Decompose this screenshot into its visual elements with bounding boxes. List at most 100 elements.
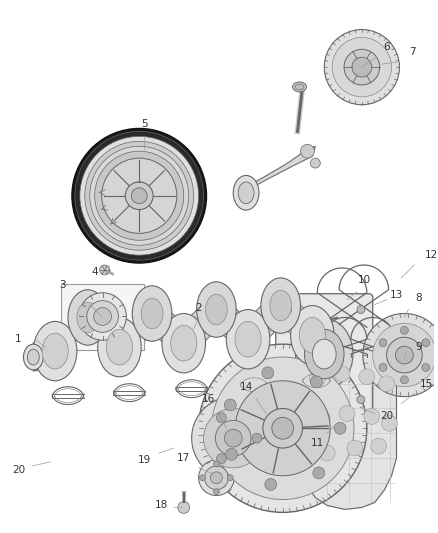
Ellipse shape <box>197 282 236 337</box>
Circle shape <box>313 467 325 479</box>
Circle shape <box>213 489 219 495</box>
FancyBboxPatch shape <box>61 284 144 350</box>
Polygon shape <box>110 304 162 357</box>
Circle shape <box>300 144 314 158</box>
Text: 17: 17 <box>177 453 191 463</box>
Text: 20: 20 <box>12 465 25 475</box>
Circle shape <box>87 301 118 332</box>
FancyBboxPatch shape <box>276 294 373 415</box>
Circle shape <box>212 357 354 499</box>
Circle shape <box>79 293 126 340</box>
Circle shape <box>400 376 408 384</box>
Text: 7: 7 <box>409 47 416 57</box>
Circle shape <box>215 421 251 456</box>
Ellipse shape <box>312 339 336 369</box>
Circle shape <box>324 29 399 104</box>
Ellipse shape <box>290 305 334 365</box>
Polygon shape <box>236 146 315 201</box>
Circle shape <box>334 422 346 434</box>
Circle shape <box>334 366 350 382</box>
Ellipse shape <box>42 333 68 369</box>
Polygon shape <box>303 349 396 510</box>
Ellipse shape <box>296 318 353 390</box>
Circle shape <box>379 364 387 372</box>
Polygon shape <box>238 296 291 349</box>
Circle shape <box>364 408 380 424</box>
Polygon shape <box>271 295 322 345</box>
Circle shape <box>357 305 365 313</box>
Ellipse shape <box>28 349 39 365</box>
Ellipse shape <box>77 302 99 333</box>
Circle shape <box>90 146 189 245</box>
Circle shape <box>262 367 274 379</box>
Circle shape <box>311 158 320 168</box>
Circle shape <box>204 408 263 468</box>
Circle shape <box>400 326 408 334</box>
Circle shape <box>205 466 228 490</box>
Circle shape <box>265 479 277 490</box>
Circle shape <box>75 132 204 260</box>
Circle shape <box>85 141 194 250</box>
Circle shape <box>284 305 292 313</box>
Circle shape <box>102 158 177 233</box>
Text: 3: 3 <box>59 280 65 290</box>
Circle shape <box>314 410 330 426</box>
Polygon shape <box>207 300 258 349</box>
Circle shape <box>371 438 387 454</box>
Text: 2: 2 <box>195 303 202 312</box>
Circle shape <box>211 472 223 483</box>
Ellipse shape <box>233 175 259 210</box>
Ellipse shape <box>235 321 261 357</box>
Text: 16: 16 <box>202 393 215 403</box>
Text: 11: 11 <box>311 438 324 448</box>
Polygon shape <box>45 308 98 361</box>
Text: 15: 15 <box>420 379 433 389</box>
Circle shape <box>131 188 147 204</box>
Text: 12: 12 <box>424 250 438 260</box>
Circle shape <box>363 313 438 397</box>
Circle shape <box>198 460 234 496</box>
Circle shape <box>216 413 226 423</box>
Text: 10: 10 <box>358 275 371 285</box>
Ellipse shape <box>162 313 205 373</box>
Circle shape <box>422 364 430 372</box>
Circle shape <box>95 151 184 240</box>
Text: 14: 14 <box>240 382 253 392</box>
Circle shape <box>94 308 112 325</box>
Circle shape <box>178 502 190 513</box>
Circle shape <box>387 337 422 373</box>
Circle shape <box>99 265 110 275</box>
Circle shape <box>216 454 226 464</box>
Text: 20: 20 <box>380 411 393 422</box>
Ellipse shape <box>132 286 172 341</box>
Ellipse shape <box>33 321 77 381</box>
Ellipse shape <box>295 84 304 90</box>
Circle shape <box>359 369 375 385</box>
Circle shape <box>226 448 237 461</box>
Circle shape <box>332 37 392 97</box>
Ellipse shape <box>293 82 307 92</box>
Circle shape <box>352 57 372 77</box>
Text: 13: 13 <box>390 290 403 300</box>
Polygon shape <box>174 300 226 353</box>
Text: 6: 6 <box>383 42 390 52</box>
Circle shape <box>422 339 430 346</box>
Circle shape <box>235 381 330 476</box>
Circle shape <box>319 445 335 461</box>
Circle shape <box>309 371 325 387</box>
Circle shape <box>227 475 233 481</box>
Text: 1: 1 <box>15 334 22 344</box>
Circle shape <box>200 475 205 481</box>
Circle shape <box>224 399 236 411</box>
Ellipse shape <box>226 310 270 369</box>
Text: 8: 8 <box>415 293 421 303</box>
Ellipse shape <box>299 318 325 353</box>
Ellipse shape <box>98 318 141 377</box>
Circle shape <box>344 50 380 85</box>
Polygon shape <box>143 303 193 353</box>
Ellipse shape <box>205 294 227 325</box>
Ellipse shape <box>171 325 197 361</box>
Circle shape <box>80 136 198 255</box>
Ellipse shape <box>261 278 300 333</box>
Circle shape <box>252 433 262 443</box>
